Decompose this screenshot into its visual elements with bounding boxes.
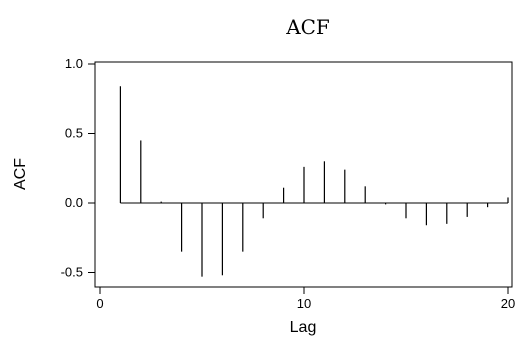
x-tick-label: 0 (96, 296, 103, 311)
y-tick-label: 0.0 (65, 195, 83, 210)
x-axis: 0 10 20 (96, 287, 515, 311)
x-tick-label: 20 (501, 296, 515, 311)
chart-title: ACF (285, 15, 330, 39)
y-axis: -0.5 0.0 0.5 1.0 (61, 56, 95, 280)
x-tick-label: 10 (297, 296, 311, 311)
acf-stems (119, 86, 509, 277)
x-axis-label: Lag (290, 319, 317, 336)
y-tick-label: -0.5 (61, 265, 83, 280)
y-axis-label: ACF (12, 158, 29, 190)
y-tick-label: 1.0 (65, 56, 83, 71)
y-tick-label: 0.5 (65, 126, 83, 141)
